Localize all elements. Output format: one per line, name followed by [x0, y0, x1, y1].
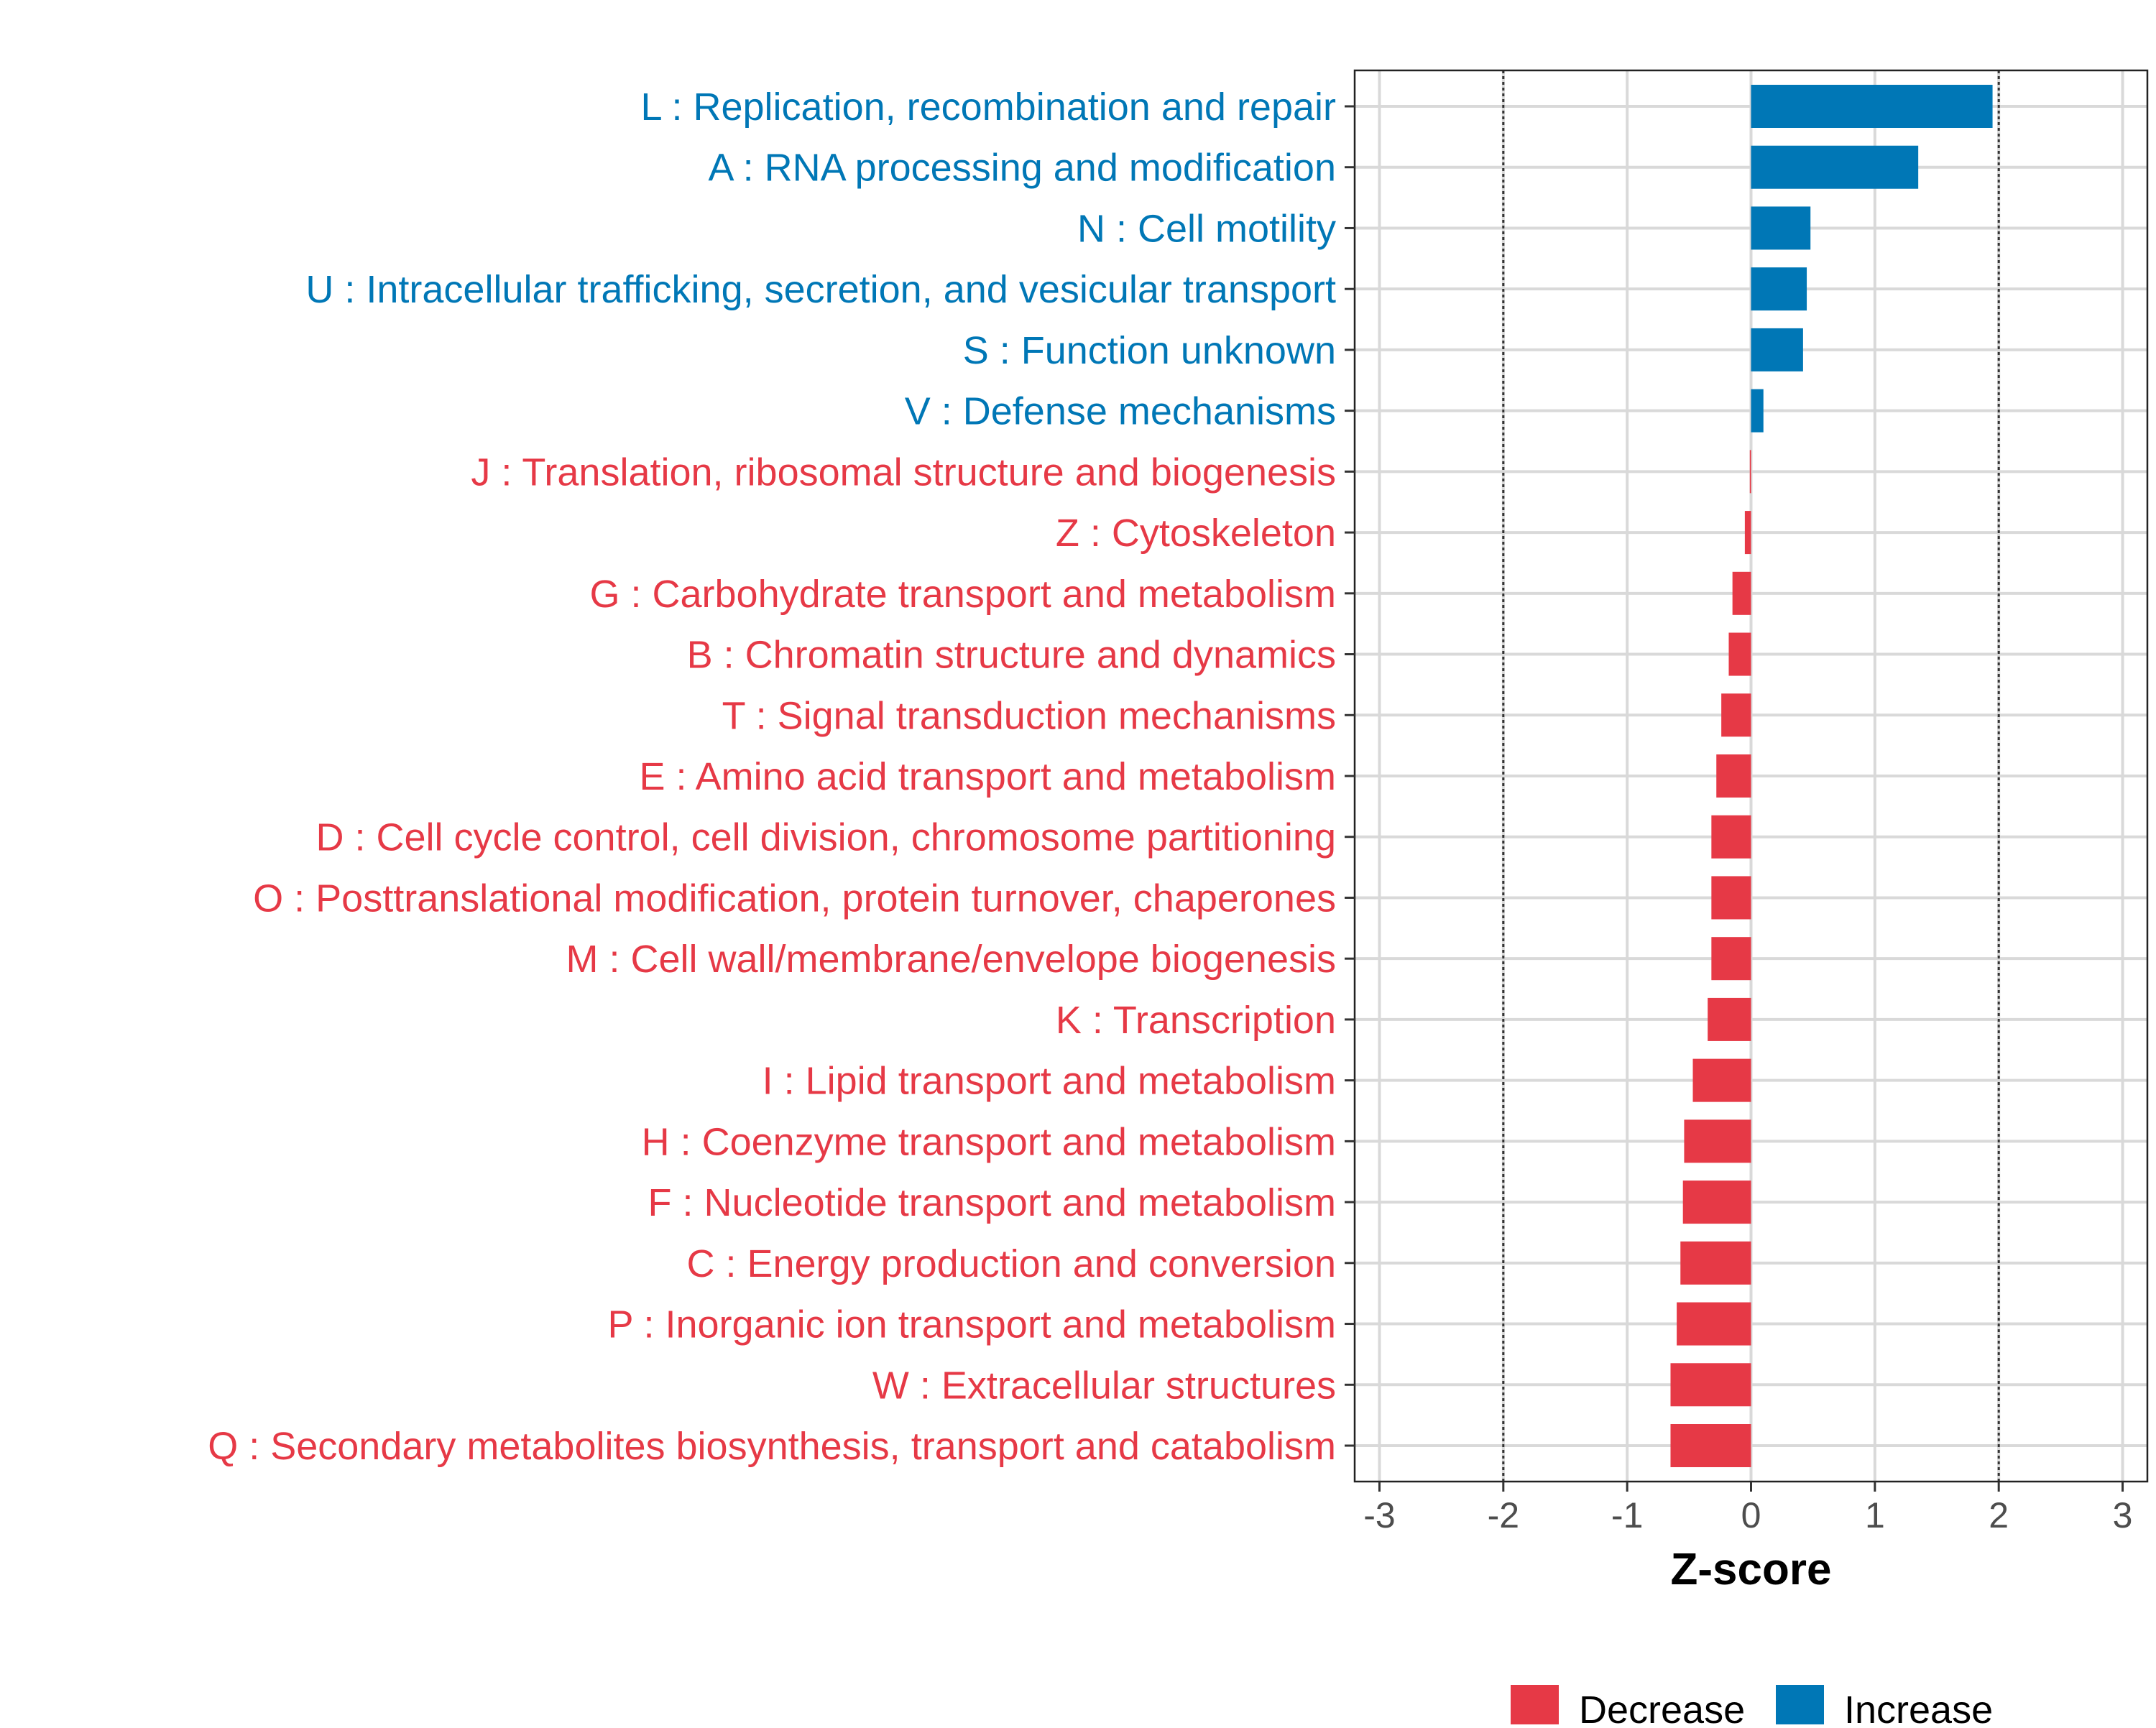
category-label: F : Nucleotide transport and metabolism — [648, 1181, 1336, 1224]
category-label: M : Cell wall/membrane/envelope biogenes… — [566, 938, 1336, 981]
category-label: Z : Cytoskeleton — [1056, 512, 1336, 555]
bar — [1749, 450, 1751, 494]
legend-swatch — [1776, 1685, 1824, 1728]
category-label: E : Amino acid transport and metabolism — [640, 755, 1336, 798]
category-label: G : Carbohydrate transport and metabolis… — [590, 573, 1337, 616]
category-label: I : Lipid transport and metabolism — [763, 1060, 1336, 1103]
x-tick-label: -2 — [1488, 1495, 1519, 1535]
bar — [1721, 693, 1751, 737]
category-label: D : Cell cycle control, cell division, c… — [315, 816, 1336, 859]
category-labels: L : Replication, recombination and repai… — [208, 86, 1336, 1468]
bar — [1716, 754, 1751, 798]
bar — [1732, 571, 1751, 615]
category-label: L : Replication, recombination and repai… — [640, 86, 1336, 129]
x-tick-label: -3 — [1363, 1495, 1395, 1535]
category-label: J : Translation, ribosomal structure and… — [471, 451, 1336, 494]
bar — [1682, 1181, 1751, 1224]
category-label: B : Chromatin structure and dynamics — [687, 634, 1336, 677]
category-label: T : Signal transduction mechanisms — [722, 694, 1336, 737]
bar — [1708, 997, 1751, 1041]
bar — [1711, 876, 1751, 920]
category-label: W : Extracellular structures — [872, 1364, 1336, 1407]
bar — [1744, 511, 1751, 555]
category-label: C : Energy production and conversion — [686, 1242, 1336, 1285]
x-tick-label: 1 — [1865, 1495, 1885, 1535]
bar — [1751, 389, 1764, 433]
x-ticks: -3 -2 -1 0 1 2 3 — [1363, 1482, 2132, 1535]
category-label: N : Cell motility — [1077, 207, 1336, 250]
bars — [1670, 85, 1993, 1467]
bar — [1670, 1363, 1751, 1407]
bar — [1751, 145, 1919, 189]
legend-swatch — [1511, 1685, 1559, 1728]
category-label: S : Function unknown — [963, 329, 1336, 372]
x-tick-label: 0 — [1741, 1495, 1761, 1535]
bar — [1711, 937, 1751, 981]
legend: Decrease Increase — [1511, 1685, 1993, 1728]
bar — [1751, 206, 1811, 250]
legend-label: Decrease — [1579, 1688, 1745, 1724]
bar — [1728, 632, 1751, 676]
x-tick-label: 3 — [2113, 1495, 2133, 1535]
category-label: P : Inorganic ion transport and metaboli… — [607, 1303, 1336, 1346]
bar — [1711, 815, 1751, 859]
bar — [1677, 1302, 1751, 1346]
bar — [1670, 1424, 1751, 1467]
bar — [1751, 85, 1993, 128]
legend-label: Increase — [1844, 1688, 1993, 1724]
category-label: K : Transcription — [1056, 999, 1336, 1042]
category-label: H : Coenzyme transport and metabolism — [642, 1120, 1336, 1163]
category-label: A : RNA processing and modification — [709, 147, 1336, 190]
category-label: V : Defense mechanisms — [905, 390, 1336, 433]
category-label: Q : Secondary metabolites biosynthesis, … — [208, 1425, 1336, 1468]
bar — [1692, 1058, 1751, 1102]
x-tick-label: 2 — [1989, 1495, 2009, 1535]
bar — [1684, 1119, 1751, 1163]
y-ticks — [1345, 105, 1355, 1447]
bar — [1751, 328, 1803, 371]
bar — [1751, 267, 1807, 311]
category-label: U : Intracellular trafficking, secretion… — [305, 268, 1336, 311]
x-tick-label: -1 — [1611, 1495, 1643, 1535]
bar — [1680, 1241, 1751, 1285]
x-axis-title: Z-score — [1671, 1545, 1832, 1594]
category-label: O : Posttranslational modification, prot… — [253, 877, 1336, 920]
